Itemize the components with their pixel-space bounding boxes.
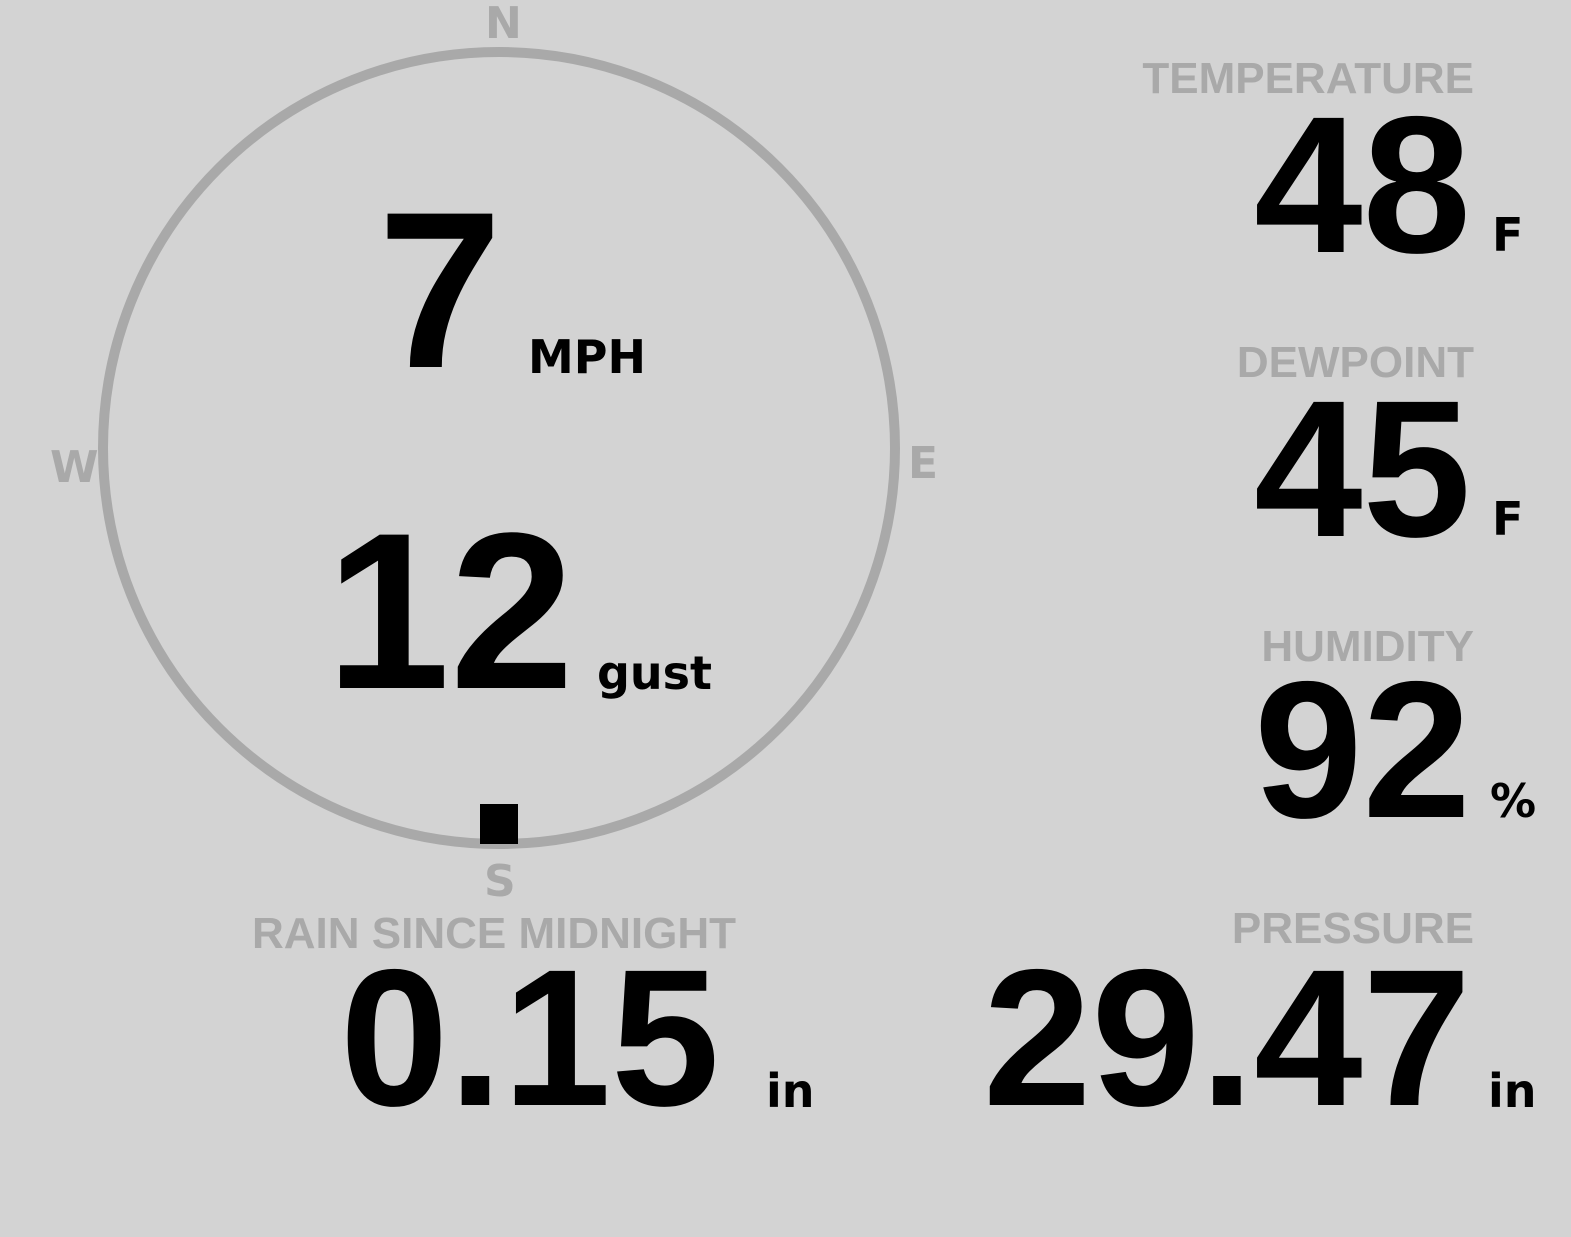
temperature-unit: F <box>1492 208 1524 262</box>
wind-speed-value: 7 <box>378 166 503 415</box>
humidity-unit: % <box>1490 774 1537 828</box>
compass-east: E <box>908 438 939 489</box>
dewpoint-unit: F <box>1492 492 1524 546</box>
wind-gust-value: 12 <box>326 487 575 736</box>
temperature-value: 48 <box>1254 76 1471 294</box>
dewpoint-label: DEWPOINT <box>1236 338 1474 387</box>
pressure-unit: in <box>1488 1064 1537 1118</box>
wind-direction-marker <box>480 804 518 844</box>
humidity-label: HUMIDITY <box>1261 622 1474 671</box>
rain-label: RAIN SINCE MIDNIGHT <box>252 909 736 958</box>
wind-gust-unit: gust <box>597 646 713 700</box>
compass-north: N <box>485 0 522 49</box>
compass-south: S <box>484 856 516 907</box>
pressure-label: PRESSURE <box>1231 904 1474 953</box>
rain-unit: in <box>766 1064 815 1118</box>
pressure-value: 29.47 <box>983 929 1471 1147</box>
humidity-value: 92 <box>1254 641 1471 859</box>
dewpoint-value: 45 <box>1254 360 1471 578</box>
rain-value: 0.15 <box>340 929 720 1147</box>
compass-west: W <box>50 442 99 493</box>
temperature-label: TEMPERATURE <box>1142 54 1474 103</box>
wind-speed-unit: MPH <box>528 330 646 384</box>
